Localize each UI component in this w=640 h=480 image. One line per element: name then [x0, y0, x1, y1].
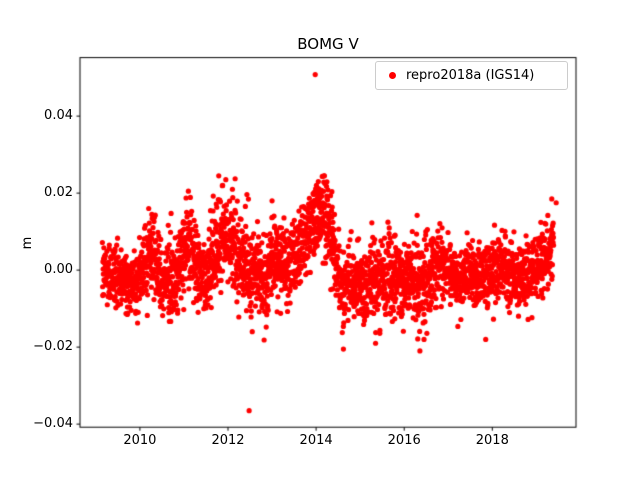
y-tick-label: −0.04	[33, 416, 73, 432]
x-tick-label: 2018	[475, 433, 509, 449]
x-tick-label: 2016	[387, 433, 421, 449]
x-tick-label: 2010	[123, 433, 157, 449]
chart-title: BOMG V	[297, 35, 359, 53]
y-tick-label: 0.02	[44, 185, 73, 201]
y-tick-label: 0.04	[44, 108, 73, 124]
x-tick-label: 2014	[299, 433, 333, 449]
x-tick-label: 2012	[211, 433, 245, 449]
y-tick-label: 0.00	[44, 262, 73, 278]
y-tick-label: −0.02	[33, 339, 73, 355]
y-axis-label: m	[20, 236, 35, 250]
legend-marker-icon	[389, 72, 396, 79]
legend-label: repro2018a (IGS14)	[406, 68, 535, 83]
legend: repro2018a (IGS14)	[375, 61, 568, 90]
